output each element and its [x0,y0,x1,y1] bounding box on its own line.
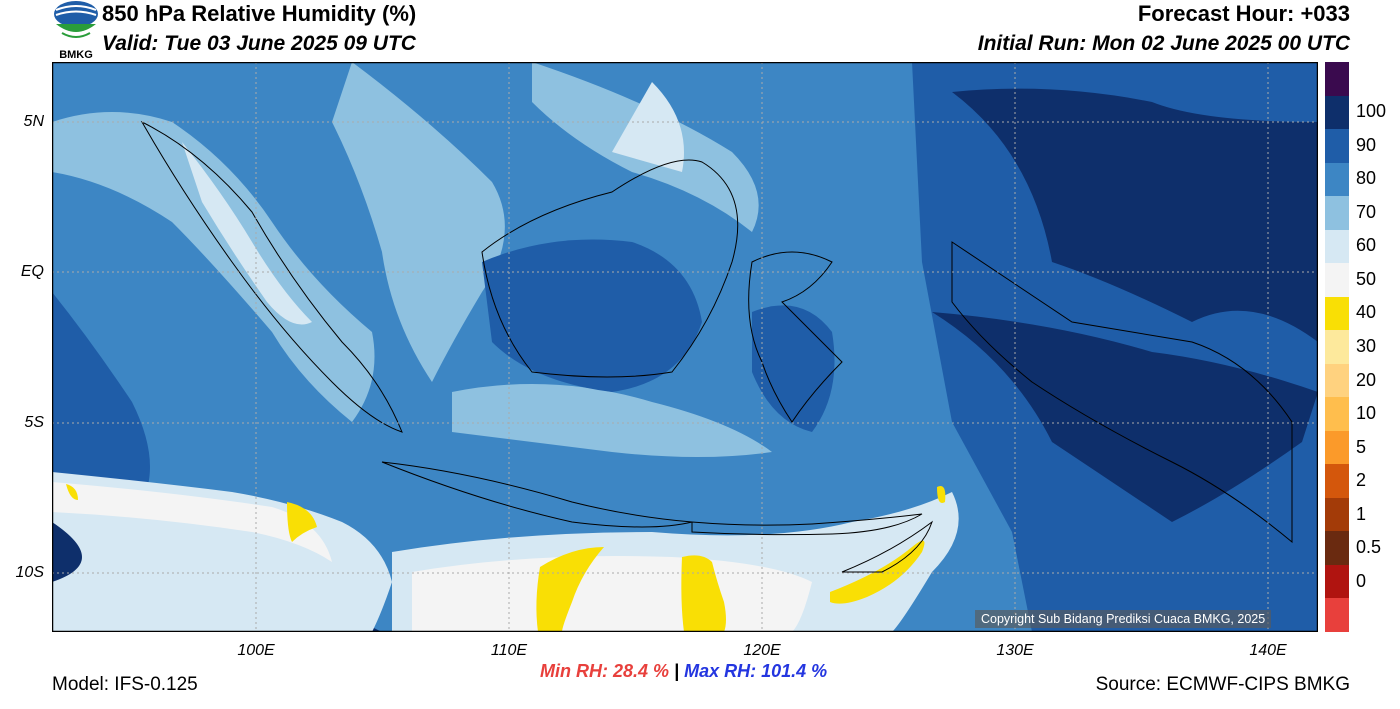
colorbar-label: 80 [1356,168,1377,189]
rh-region-sulawesi [752,305,835,432]
lat-label-eq: EQ [20,263,44,280]
source-label: Source: ECMWF-CIPS BMKG [1095,674,1350,695]
colorbar-segment [1325,598,1349,633]
rh-low-patch-5 [937,486,946,503]
stats-separator: | [674,661,680,681]
max-rh: Max RH: 101.4 % [684,661,828,681]
lat-label-10s: 10S [15,564,44,581]
colorbar-segment [1325,263,1349,298]
rh-region-newguinea [932,312,1318,522]
lon-label-140e: 140E [1249,642,1287,659]
coastlines [140,120,1293,573]
rh-low-patch-6 [66,484,78,500]
rh-stats: Min RH: 28.4 % | Max RH: 101.4 % [540,661,827,682]
initial-run: Initial Run: Mon 02 June 2025 00 UTC [977,32,1350,55]
map-grid [52,62,1318,632]
colorbar-segment [1325,564,1349,599]
colorbar-label: 0 [1356,570,1367,591]
lat-label-5s: 5S [24,414,44,431]
colorbar-segment [1325,296,1349,331]
colorbar-segment [1325,62,1349,97]
rh-belt-javasea [452,384,772,457]
min-rh: Min RH: 28.4 % [540,661,670,681]
copyright-notice: Copyright Sub Bidang Prediksi Cuaca BMKG… [975,610,1272,628]
humidity-map [52,62,1318,632]
lon-label-110e: 110E [490,642,528,659]
rh-belt-southchina-dry [612,82,684,172]
rh-belt-malaysia [332,62,505,382]
rh-belt-southjava-dry [412,556,812,632]
bmkg-logo: BMKG [54,1,98,61]
colorbar-label: 0.5 [1356,537,1382,558]
rh-low-patch-1 [536,547,604,632]
logo-text: BMKG [59,49,93,61]
colorbar-segment [1325,95,1349,130]
colorbar-label: 40 [1356,302,1377,323]
colorbar-label: 60 [1356,235,1377,256]
colorbar-segment [1325,129,1349,164]
lon-label-130e: 130E [996,642,1034,659]
model-label: Model: IFS-0.125 [52,674,198,695]
rh-region-pacific [952,88,1318,343]
colorbar [1325,62,1349,633]
rh-region-westocean [52,292,150,502]
rh-belt-indianocean-dry [52,482,332,562]
colorbar-segment [1325,363,1349,398]
colorbar-label: 90 [1356,134,1377,155]
map-frame [52,62,1318,632]
lat-label-5n: 5N [23,113,44,130]
colorbar-segment [1325,229,1349,264]
colorbar-segment [1325,397,1349,432]
colorbar-segment [1325,464,1349,499]
lon-label-120e: 120E [743,642,781,659]
lon-label-100e: 100E [237,642,275,659]
rh-low-patch-2 [681,555,726,632]
colorbar-segment [1325,196,1349,231]
colorbar-label: 1 [1356,503,1367,524]
colorbar-segment [1325,430,1349,465]
forecast-hour: Forecast Hour: +033 [1137,1,1350,26]
colorbar-label: 70 [1356,201,1377,222]
colorbar-segment [1325,162,1349,197]
rh-low-patch-4 [287,502,317,542]
colorbar-segment [1325,531,1349,566]
chart-title: 850 hPa Relative Humidity (%) [102,1,417,26]
valid-time: Valid: Tue 03 June 2025 09 UTC [102,32,416,55]
colorbar-label: 20 [1356,369,1377,390]
colorbar-label: 5 [1356,436,1367,457]
colorbar-label: 2 [1356,470,1367,491]
colorbar-segment [1325,330,1349,365]
rh-belt-sumatra [52,112,375,422]
rh-region-borneo [482,239,702,392]
colorbar-label: 30 [1356,336,1377,356]
colorbar-label: 10 [1356,403,1377,424]
rh-belt-sumatra-dry [182,142,312,325]
colorbar-label: 100 [1356,101,1387,122]
colorbar-label: 50 [1356,268,1377,289]
colorbar-segment [1325,497,1349,532]
